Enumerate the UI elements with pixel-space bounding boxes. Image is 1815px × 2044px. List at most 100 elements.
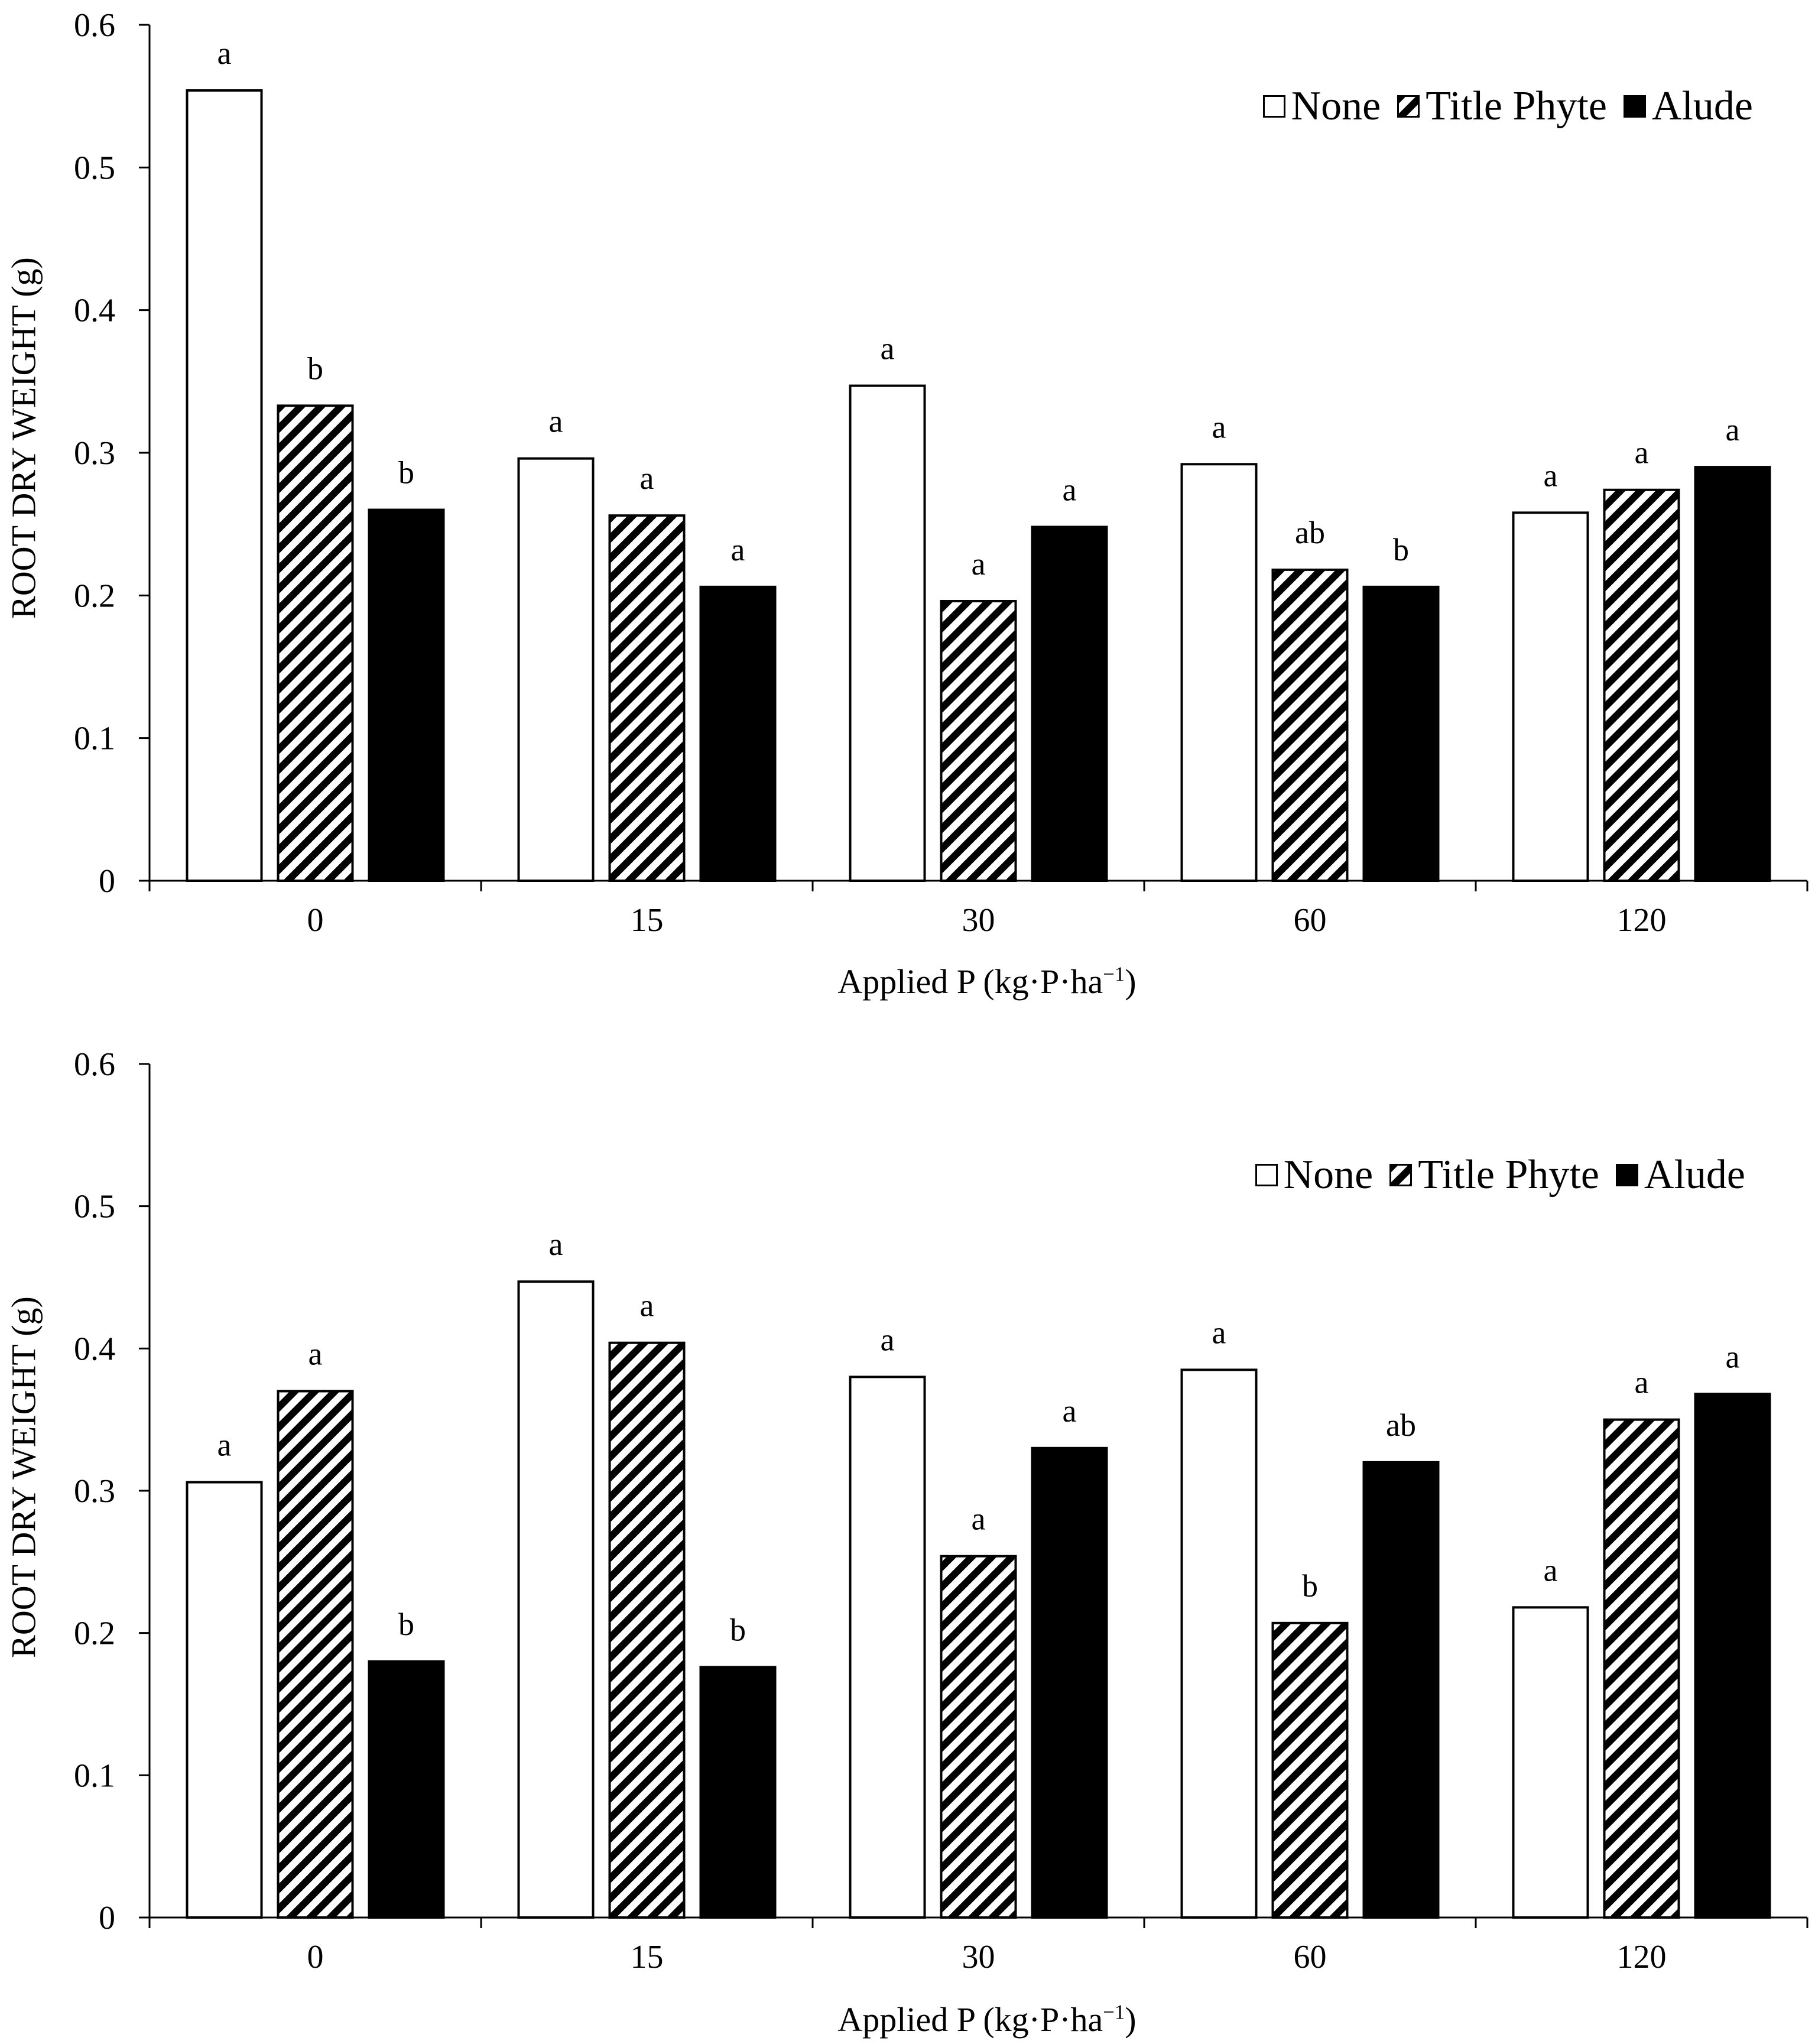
bar-none (1180, 463, 1258, 882)
x-tick-label: 30 (962, 1939, 995, 1975)
bar-title-phyte (608, 514, 686, 882)
bar-title-phyte (1603, 1418, 1680, 1919)
x-tick-label: 0 (307, 902, 324, 939)
significance-letter: ab (1295, 515, 1325, 550)
significance-letter: b (307, 351, 323, 386)
y-tick-label: 0.2 (74, 1615, 115, 1652)
significance-letter: b (1393, 532, 1409, 567)
chart-panel-bottom: 0 0.1 0.2 0.3 0.4 0.5 0.6 0 15 30 60 120 a a b a a b a a a a b… (0, 1039, 1815, 2044)
x-tick-label: 60 (1294, 902, 1327, 939)
significance-letter: a (972, 546, 986, 582)
significance-letter: a (1063, 472, 1077, 507)
significance-letter: b (398, 455, 414, 491)
legend-swatch-title-phyte (1397, 95, 1420, 118)
legend-swatch-alude (1623, 95, 1646, 118)
significance-letter: a (217, 35, 232, 71)
significance-letter: a (217, 1427, 232, 1463)
bar-none (186, 89, 263, 883)
x-tick-label: 60 (1294, 1939, 1327, 1975)
significance-letter: a (881, 331, 895, 366)
x-axis-title: Applied P (kg·P·ha−1) (837, 962, 1136, 1001)
legend-item-none: None (1262, 83, 1381, 130)
y-tick-label: 0.4 (74, 293, 115, 329)
significance-letter: a (640, 460, 654, 496)
bar-title-phyte (277, 1390, 354, 1919)
significance-letter: b (398, 1607, 414, 1642)
bar-alude (699, 1666, 777, 1919)
significance-letter: a (972, 1501, 986, 1537)
significance-letter: a (1726, 1339, 1740, 1374)
bar-alude (699, 585, 777, 882)
legend-swatch-alude (1615, 1164, 1638, 1186)
bar-alude (1031, 1446, 1108, 1919)
significance-letter: a (1212, 409, 1226, 445)
x-axis-title-main: Applied P (kg·P·ha (837, 2000, 1103, 2039)
significance-letter: a (309, 1336, 323, 1372)
x-tick-label: 120 (1617, 1939, 1667, 1975)
legend-label-alude: Alude (1644, 1152, 1745, 1198)
significance-letter: a (640, 1288, 654, 1323)
legend: None Title Phyte Alude (1262, 83, 1753, 130)
significance-letter: a (549, 404, 563, 439)
significance-letter: a (881, 1322, 895, 1357)
bar-alude (1362, 585, 1440, 882)
legend-swatch-title-phyte (1389, 1164, 1413, 1186)
bar-chart-top: 00.10.20.30.40.50.60 15 30 60 120abbaaaaaaaa… (74, 7, 1808, 939)
significance-letter: b (1302, 1568, 1318, 1604)
bar-none (517, 457, 595, 882)
x-axis-title-exponent: −1 (1103, 962, 1125, 986)
y-tick-label: 0.6 (74, 1046, 115, 1083)
significance-letter: a (1635, 435, 1649, 471)
significance-letter: a (1726, 412, 1740, 447)
bar-title-phyte (1603, 488, 1680, 882)
legend-label-alude: Alude (1651, 83, 1753, 129)
y-tick-label: 0.1 (74, 1757, 115, 1794)
bar-title-phyte (1271, 1621, 1349, 1919)
legend-label-none: None (1291, 83, 1381, 129)
x-tick-label: 0 (307, 1939, 324, 1975)
legend-item-title-phyte: Title Phyte (1389, 1151, 1599, 1199)
significance-letter: a (1544, 458, 1558, 493)
bar-none (186, 1481, 263, 1919)
bar-chart-bottom: 00.10.20.30.40.50.60 15 30 60 120aabaabaaaab… (74, 1046, 1808, 1975)
significance-letter: a (731, 532, 745, 567)
significance-letter: a (1544, 1552, 1558, 1588)
bar-none (1512, 1606, 1589, 1919)
legend-label-title-phyte: Title Phyte (1418, 1152, 1599, 1198)
y-tick-label: 0.3 (74, 1473, 115, 1510)
x-axis-title-exponent: −1 (1103, 2000, 1125, 2024)
bar-title-phyte (277, 404, 354, 882)
bar-alude (368, 1660, 445, 1919)
legend-item-alude: Alude (1615, 1151, 1745, 1199)
legend-label-none: None (1283, 1152, 1374, 1198)
bar-alude (368, 508, 445, 882)
legend-item-title-phyte: Title Phyte (1397, 83, 1607, 130)
significance-letter: a (549, 1227, 563, 1262)
bar-title-phyte (940, 599, 1017, 883)
y-tick-label: 0.1 (74, 721, 115, 757)
x-axis-title-main: Applied P (kg·P·ha (837, 962, 1103, 1001)
y-tick-label: 0.5 (74, 1189, 115, 1225)
bar-none (1512, 511, 1589, 882)
x-axis-title: Applied P (kg·P·ha−1) (837, 2000, 1136, 2039)
x-axis-title-end: ) (1125, 2000, 1137, 2039)
x-tick-label: 120 (1617, 902, 1667, 939)
bar-none (517, 1280, 595, 1919)
bar-alude (1694, 1393, 1771, 1919)
y-tick-label: 0.5 (74, 150, 115, 186)
bar-none (1180, 1368, 1258, 1919)
bar-alude (1362, 1461, 1440, 1919)
legend-item-alude: Alude (1623, 83, 1753, 130)
x-axis-title-end: ) (1125, 962, 1137, 1001)
bar-alude (1031, 525, 1108, 882)
y-tick-label: 0 (99, 1900, 115, 1936)
y-tick-label: 0.6 (74, 7, 115, 44)
legend-item-none: None (1255, 1151, 1374, 1199)
bar-title-phyte (1271, 568, 1349, 882)
y-tick-label: 0 (99, 863, 115, 900)
bar-none (849, 384, 926, 882)
x-tick-label: 30 (962, 902, 995, 939)
x-tick-label: 15 (631, 1939, 664, 1975)
bar-title-phyte (940, 1555, 1017, 1919)
